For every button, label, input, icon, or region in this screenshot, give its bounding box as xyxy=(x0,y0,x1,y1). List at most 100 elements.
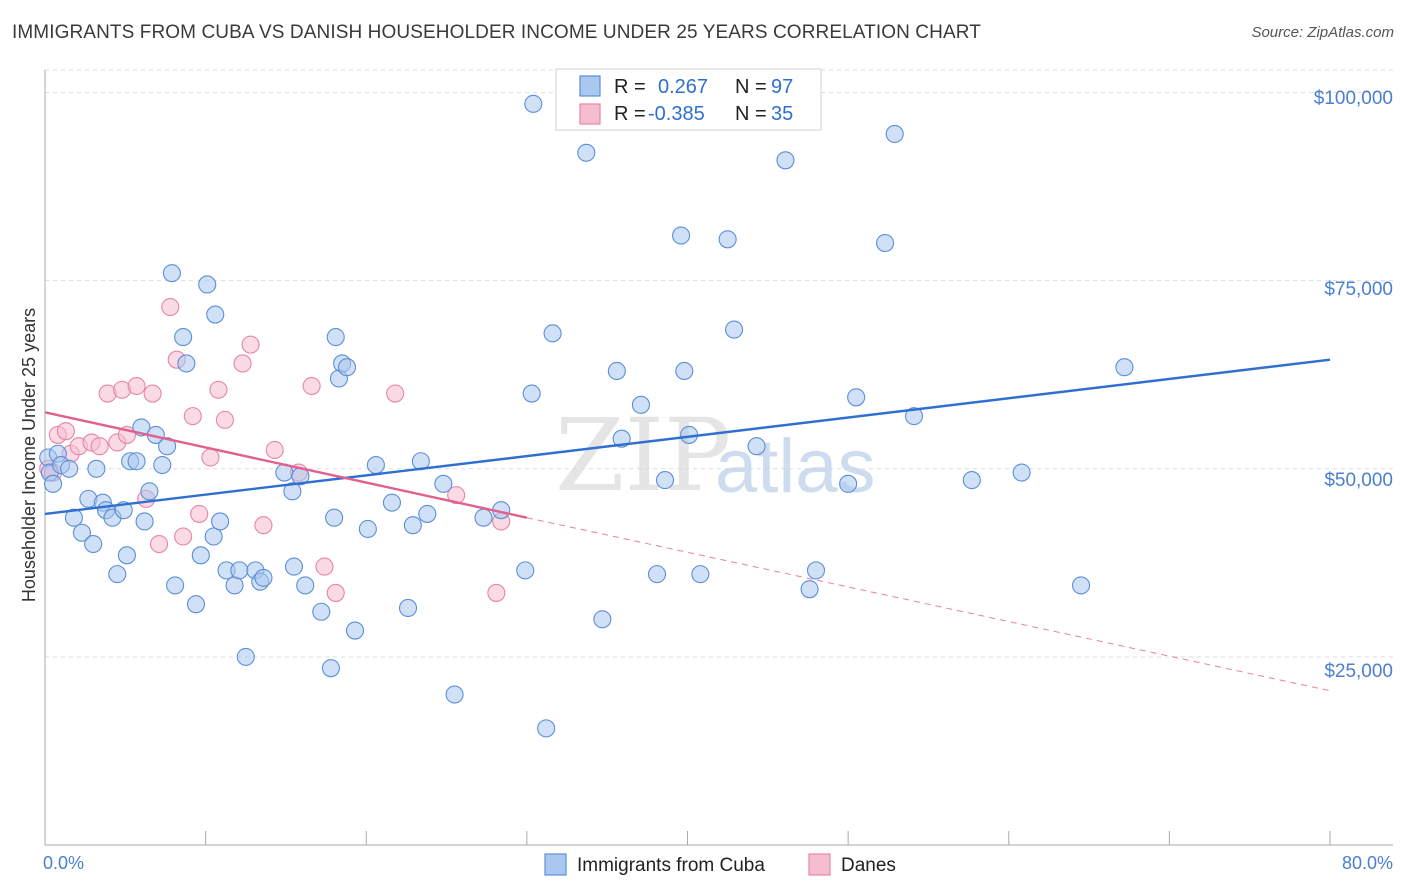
danes-point xyxy=(487,583,506,602)
cuba-point xyxy=(612,429,631,448)
cuba-point xyxy=(177,354,196,373)
cuba-point xyxy=(325,508,344,527)
cuba-point xyxy=(284,557,304,576)
cuba-point xyxy=(962,471,981,490)
legend-bottom: Immigrants from Cuba Danes xyxy=(544,853,896,876)
cuba-point xyxy=(72,523,91,542)
cuba-point xyxy=(153,455,172,475)
cuba-point xyxy=(312,602,331,621)
y-tick-label: $25,000 xyxy=(1324,661,1393,682)
legend-bottom-label-danes: Danes xyxy=(841,855,896,876)
danes-point xyxy=(143,384,162,403)
cuba-point xyxy=(337,358,357,377)
cuba-point xyxy=(211,512,230,531)
cuba-point xyxy=(885,124,904,144)
legend-r-label: R = xyxy=(614,103,646,125)
y-axis-title: Householder Income Under 25 years xyxy=(19,308,39,602)
cuba-point xyxy=(537,719,556,738)
cuba-point xyxy=(198,275,217,294)
cuba-point xyxy=(675,361,694,381)
cuba-point xyxy=(174,328,193,347)
watermark-atlas: atlas xyxy=(715,424,876,509)
y-tick-labels: $100,000 $75,000 $50,000 $25,000 xyxy=(1314,88,1393,682)
cuba-point xyxy=(206,305,225,324)
y-tick-label: $100,000 xyxy=(1314,88,1393,109)
cuba-point xyxy=(140,482,159,501)
cuba-point xyxy=(127,452,146,471)
cuba-point xyxy=(577,143,596,162)
danes-point xyxy=(127,376,146,396)
legend-n-value-cuba: 97 xyxy=(771,76,793,98)
cuba-point xyxy=(230,561,249,580)
cuba-points xyxy=(39,94,1134,738)
cuba-point xyxy=(296,576,315,595)
legend-bottom-swatch-cuba xyxy=(544,853,567,876)
legend-swatch-danes xyxy=(579,103,601,125)
watermark-zip: ZIP xyxy=(555,397,731,514)
cuba-point xyxy=(345,621,365,640)
danes-point xyxy=(201,448,220,467)
cuba-point xyxy=(691,565,710,584)
cuba-point xyxy=(776,151,795,170)
cuba-point xyxy=(474,508,493,527)
cuba-point xyxy=(631,395,650,414)
cuba-trend-line xyxy=(44,358,1331,516)
cuba-point xyxy=(876,234,895,253)
danes-point xyxy=(302,376,321,396)
danes-point xyxy=(161,297,180,317)
cuba-point xyxy=(403,516,422,535)
legend-n-label: N = xyxy=(735,103,767,125)
cuba-point xyxy=(1115,358,1134,377)
cuba-point xyxy=(718,230,737,249)
cuba-point xyxy=(800,580,819,599)
cuba-point xyxy=(524,94,543,113)
cuba-point xyxy=(725,320,744,339)
danes-point xyxy=(386,384,405,403)
cuba-point xyxy=(135,512,154,531)
legend-r-label: R = xyxy=(614,76,646,98)
danes-point xyxy=(241,335,260,354)
danes-point xyxy=(149,534,169,554)
cuba-point xyxy=(236,647,255,666)
cuba-point xyxy=(607,361,626,381)
cuba-point xyxy=(382,493,402,512)
cuba-point xyxy=(1071,576,1091,595)
cuba-point xyxy=(326,328,345,347)
cuba-point xyxy=(283,482,302,501)
chart-title: IMMIGRANTS FROM CUBA VS DANISH HOUSEHOLD… xyxy=(12,22,981,43)
cuba-point xyxy=(516,561,535,580)
danes-trend-line xyxy=(44,411,528,519)
cuba-point xyxy=(398,598,418,618)
danes-point xyxy=(215,410,234,429)
cuba-point xyxy=(321,659,340,678)
legend-swatch-cuba xyxy=(579,75,601,97)
cuba-point xyxy=(543,324,562,343)
cuba-point xyxy=(1012,463,1031,482)
danes-point xyxy=(209,380,228,399)
cuba-point xyxy=(358,519,377,539)
legend-r-value-cuba: 0.267 xyxy=(658,76,708,98)
cuba-point xyxy=(254,568,273,587)
x-tick-label-min: 0.0% xyxy=(43,853,84,873)
cuba-point xyxy=(839,474,858,493)
y-tick-label: $75,000 xyxy=(1324,279,1393,300)
cuba-point xyxy=(434,474,453,493)
source-attribution: Source: ZipAtlas.com xyxy=(1251,24,1394,41)
danes-point xyxy=(190,504,209,523)
cuba-point xyxy=(186,595,206,614)
cuba-point xyxy=(191,546,210,565)
danes-point xyxy=(447,486,466,505)
cuba-point xyxy=(84,534,103,554)
cuba-point xyxy=(158,437,177,456)
cuba-point xyxy=(225,576,244,595)
cuba-point xyxy=(108,565,127,584)
cuba-point xyxy=(204,527,223,546)
cuba-point xyxy=(747,437,766,456)
danes-point xyxy=(233,354,252,373)
legend-r-value-danes: -0.385 xyxy=(648,103,705,125)
cuba-point xyxy=(162,264,181,283)
cuba-point xyxy=(672,226,691,245)
cuba-point xyxy=(60,459,79,478)
cuba-point xyxy=(847,388,866,407)
danes-point xyxy=(183,407,202,426)
